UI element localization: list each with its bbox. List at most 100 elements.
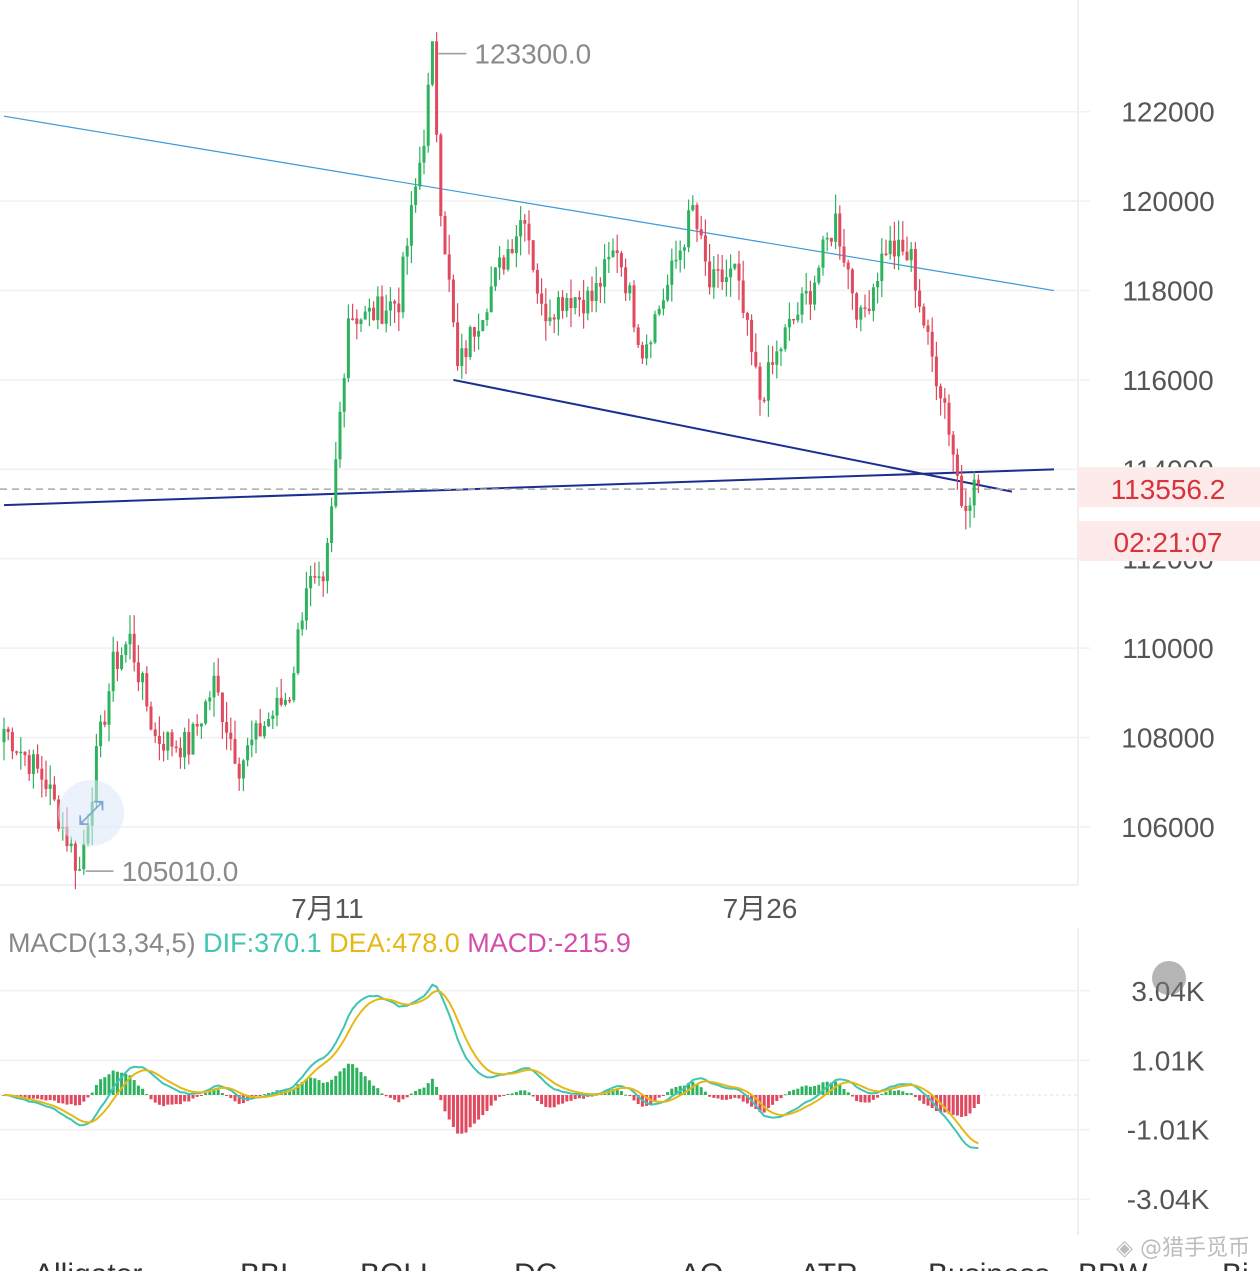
macd-histogram-bar — [237, 1095, 241, 1104]
price-tick-label: 106000 — [1121, 812, 1214, 843]
macd-histogram-bar — [535, 1095, 539, 1101]
macd-tick-label: -3.04K — [1127, 1184, 1210, 1215]
candle-body — [351, 318, 355, 320]
candle-body — [393, 301, 397, 304]
macd-histogram-bar — [876, 1095, 880, 1098]
tab-bi[interactable]: Bi — [1222, 1258, 1249, 1271]
candle-body — [741, 280, 745, 313]
macd-dif-line — [3, 983, 979, 1149]
candle-body — [397, 303, 401, 313]
candle-body — [31, 754, 35, 774]
candle-body — [876, 281, 880, 288]
tab-atr[interactable]: ATR — [800, 1258, 858, 1271]
macd-histogram-bar — [976, 1095, 980, 1104]
macd-histogram-bar — [153, 1095, 157, 1103]
macd-histogram-bar — [90, 1092, 94, 1095]
tab-bbi[interactable]: BBI — [240, 1258, 288, 1271]
candle-body — [939, 386, 943, 399]
candle-body — [485, 312, 489, 321]
macd-histogram-bar — [552, 1095, 556, 1108]
tab-boll[interactable]: BOLL — [360, 1258, 437, 1271]
macd-histogram-bar — [128, 1075, 132, 1095]
candle-body — [2, 728, 6, 743]
tab-brw[interactable]: BRW — [1078, 1258, 1147, 1271]
macd-histogram-bar — [107, 1074, 111, 1095]
candle-body — [594, 283, 598, 301]
macd-histogram-bar — [199, 1095, 203, 1096]
candle-body — [418, 162, 422, 187]
candle-body — [817, 267, 821, 283]
candle-body — [271, 715, 275, 720]
macd-histogram-bar — [867, 1095, 871, 1103]
time-tick-label: 7月26 — [723, 893, 798, 924]
macd-histogram-bar — [422, 1087, 426, 1095]
macd-histogram-bar — [397, 1095, 401, 1103]
macd-histogram-bar — [544, 1095, 548, 1107]
macd-histogram-bar — [703, 1091, 707, 1095]
candle-body — [632, 285, 636, 328]
macd-histogram-bar — [376, 1088, 380, 1095]
countdown-tag — [1078, 521, 1260, 562]
candle-body — [367, 307, 371, 312]
macd-histogram-bar — [897, 1090, 901, 1095]
tab-dc[interactable]: DC — [514, 1258, 557, 1271]
macd-histogram-bar — [636, 1095, 640, 1105]
candle-body — [960, 475, 964, 506]
tab-ao[interactable]: AO — [680, 1258, 723, 1271]
macd-histogram-bar — [401, 1095, 405, 1100]
macd-histogram-bar — [317, 1080, 321, 1095]
macd-histogram-bar — [674, 1087, 678, 1095]
price-tick-label: 108000 — [1121, 723, 1214, 754]
candle-body — [136, 662, 140, 683]
macd-histogram-bar — [510, 1093, 514, 1095]
candle-body — [661, 300, 665, 309]
candle-body — [955, 454, 959, 476]
macd-histogram-bar — [393, 1095, 397, 1100]
macd-histogram-bar — [111, 1070, 115, 1095]
candle-body — [216, 675, 220, 693]
candle-body — [111, 651, 115, 692]
candle-body — [750, 319, 754, 352]
macd-histogram-bar — [519, 1090, 523, 1095]
candle-body — [674, 259, 678, 262]
macd-histogram-bar — [741, 1095, 745, 1102]
candle-body — [943, 398, 947, 403]
candle-body — [729, 268, 733, 278]
tab-alligator[interactable]: Alligator — [34, 1258, 142, 1271]
candle-body — [69, 843, 73, 847]
macd-histogram-bar — [99, 1079, 103, 1095]
current-price-tag — [1078, 467, 1260, 508]
candle-body — [288, 699, 292, 702]
candle-body — [82, 843, 86, 870]
macd-histogram-bar — [905, 1092, 909, 1095]
macd-histogram-bar — [846, 1092, 850, 1095]
macd-legend: MACD(13,34,5) DIF:370.1 DEA:478.0 MACD:-… — [8, 928, 631, 959]
expand-arrows-icon[interactable]: ⤢ — [58, 780, 124, 846]
macd-histogram-bar — [61, 1095, 65, 1104]
macd-histogram-bar — [342, 1068, 346, 1095]
macd-histogram-bar — [783, 1094, 787, 1096]
grid-lines — [0, 0, 1090, 1235]
candle-body — [208, 697, 212, 702]
candle-body — [220, 692, 224, 723]
candle-body — [708, 261, 712, 288]
tab-business[interactable]: Business — [928, 1258, 1050, 1271]
candle-body — [548, 317, 552, 322]
macd-histogram-bar — [23, 1095, 27, 1099]
high-price-label: 123300.0 — [474, 39, 591, 70]
macd-histogram-bar — [645, 1095, 649, 1106]
macd-histogram-bar — [775, 1095, 779, 1102]
macd-histogram-bar — [48, 1095, 52, 1100]
macd-histogram-bar — [468, 1095, 472, 1128]
macd-histogram-bar — [800, 1086, 804, 1095]
candle-body — [174, 746, 178, 749]
candle-body — [359, 319, 363, 325]
candle-body — [6, 728, 10, 733]
candle-body — [762, 399, 766, 402]
macd-histogram-bar — [120, 1072, 124, 1095]
candle-body — [241, 760, 245, 779]
macd-histogram-bar — [338, 1071, 342, 1095]
candle-body — [99, 721, 103, 747]
candle-body — [712, 269, 716, 288]
